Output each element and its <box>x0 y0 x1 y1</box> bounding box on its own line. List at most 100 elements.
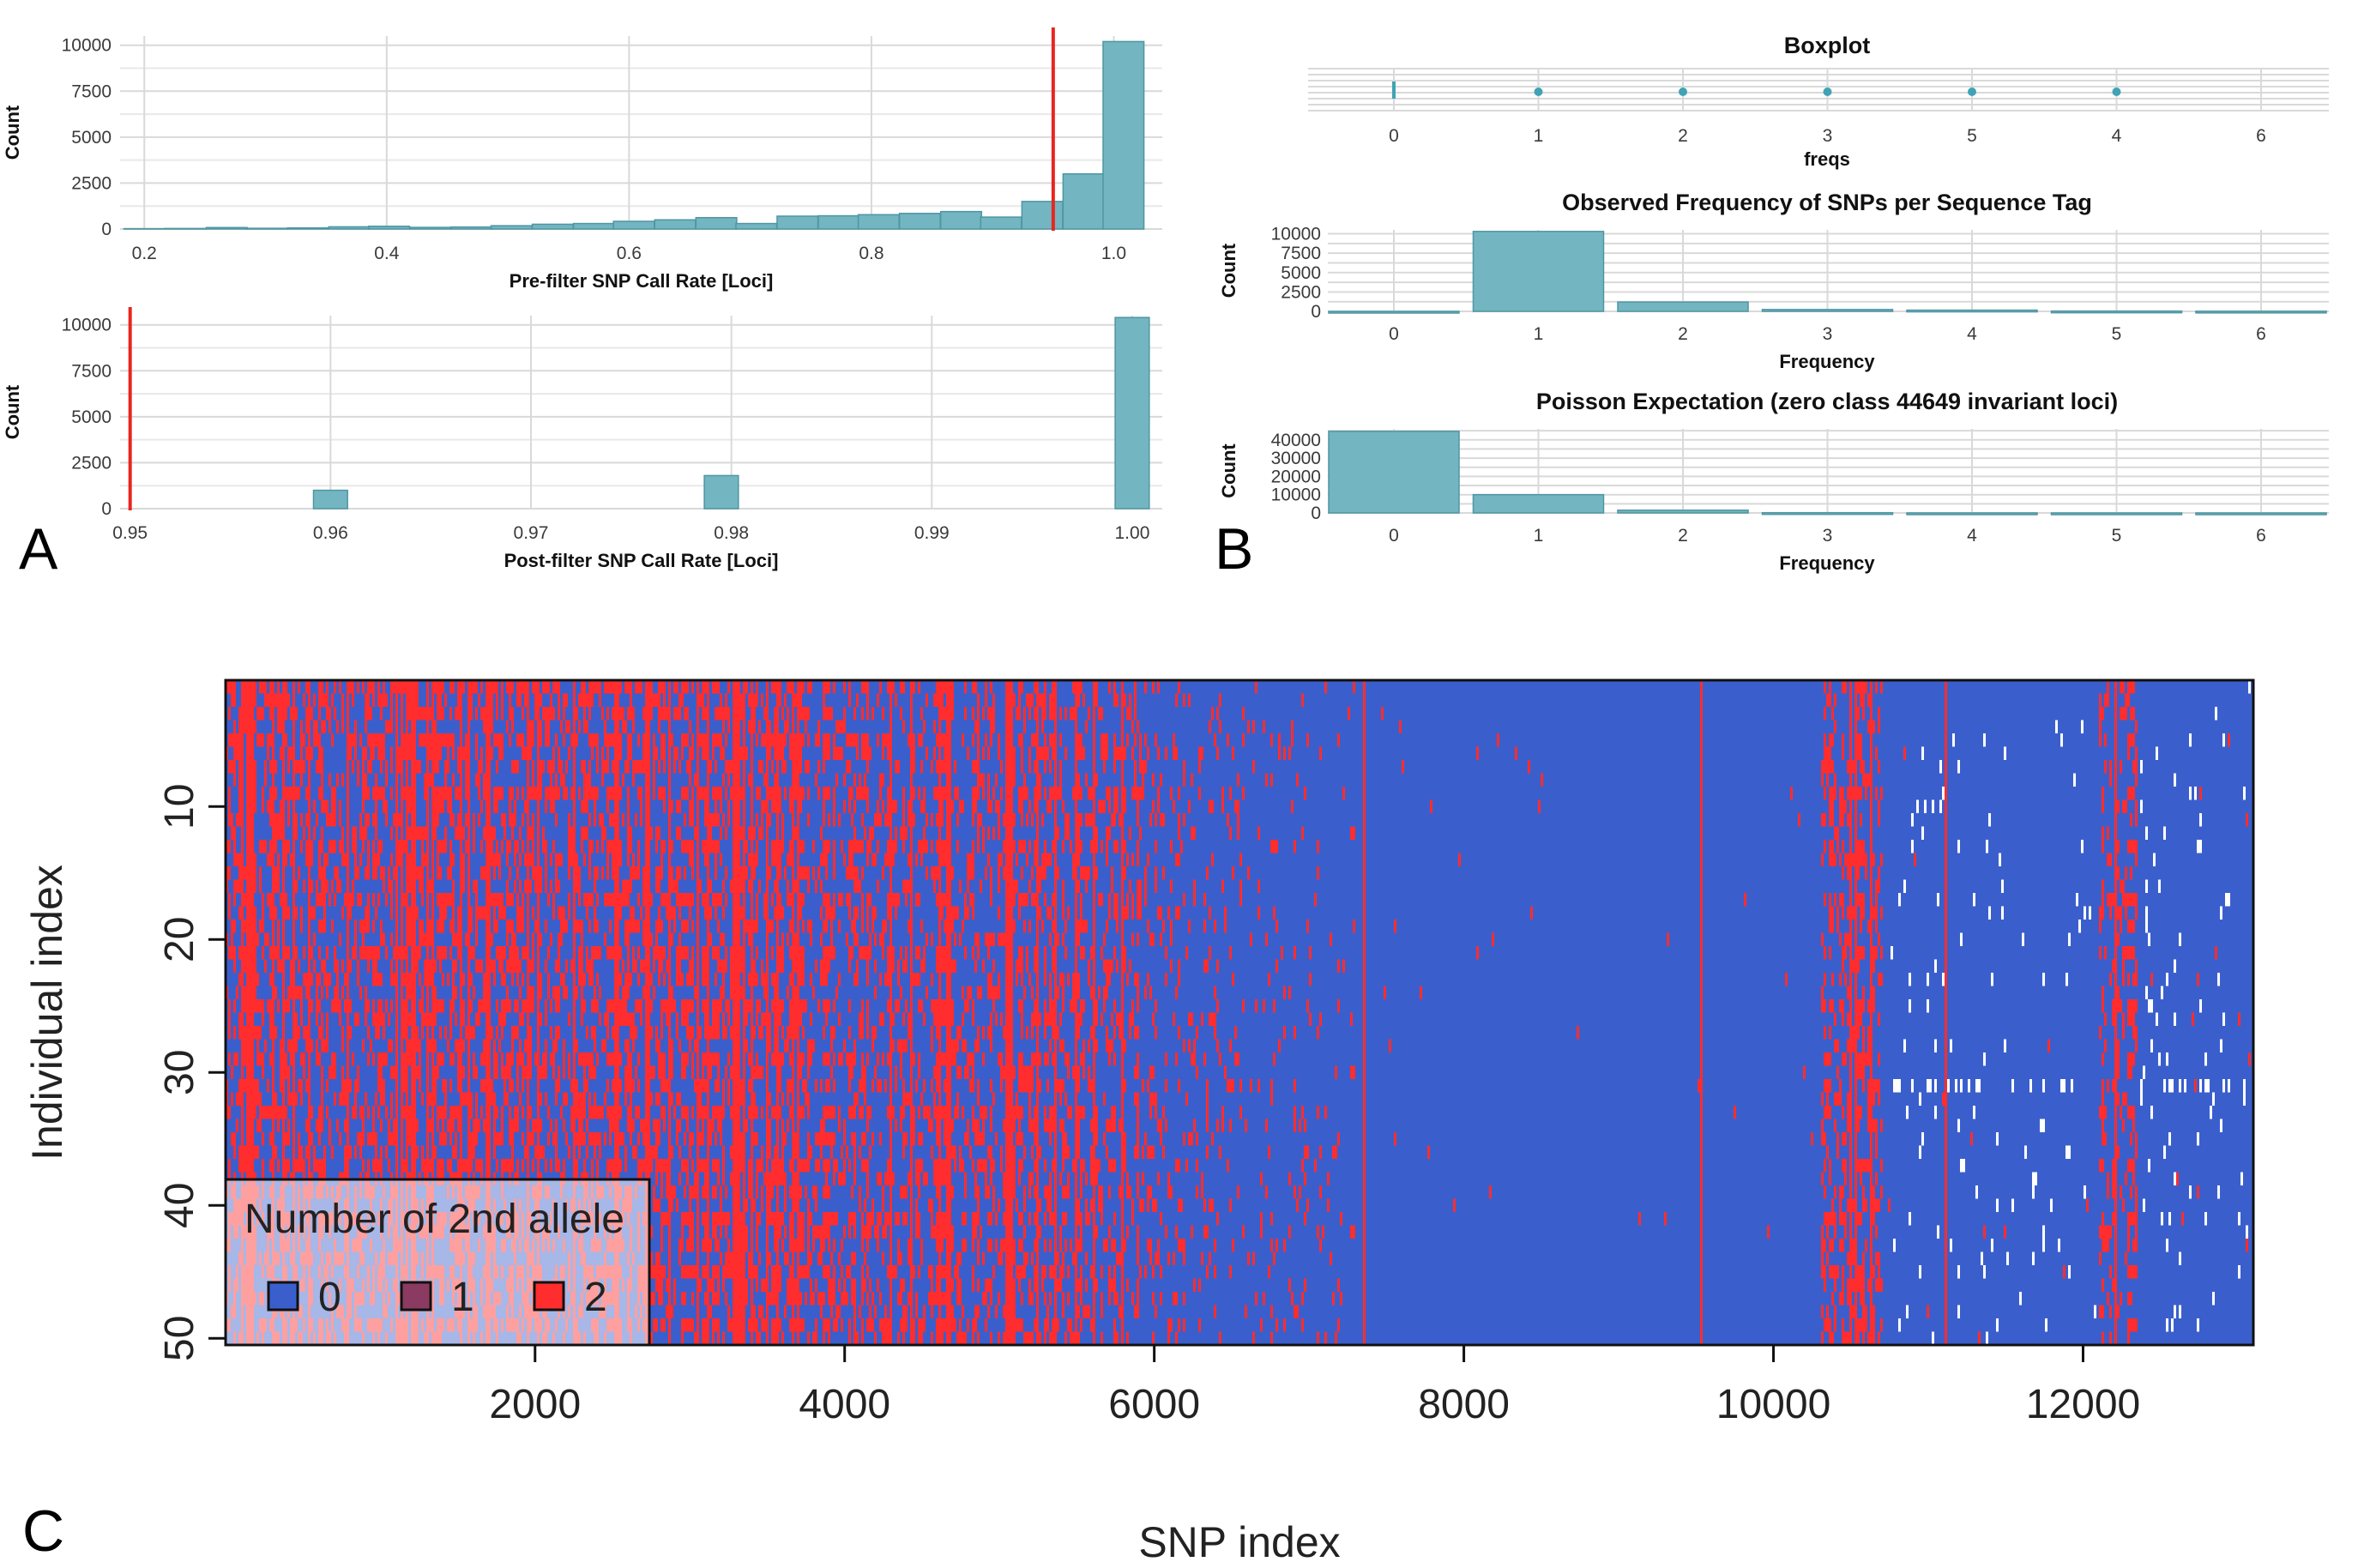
histogram-bar <box>572 222 615 230</box>
y-tick-label: 10000 <box>62 36 112 56</box>
panel-label-a: A <box>19 516 58 582</box>
y-tick-label: 2500 <box>71 453 112 473</box>
histogram-bar <box>857 214 900 230</box>
outlier-point <box>1679 87 1687 96</box>
x-tick-label: 4 <box>1967 526 1977 546</box>
y-tick-label: 0 <box>1311 504 1321 523</box>
x-axis-label: Frequency <box>1779 552 1875 574</box>
legend: Number of 2nd allele 0 1 2 <box>224 1178 651 1347</box>
legend-label-0: 0 <box>318 1275 341 1320</box>
histogram-bar <box>328 226 371 230</box>
histogram-bar <box>939 210 983 230</box>
x-tick-label: 6 <box>2256 126 2266 146</box>
x-axis-label: freqs <box>1804 148 1850 170</box>
histogram-bar <box>735 222 778 230</box>
x-tick-label: 0.4 <box>374 244 400 263</box>
panel-b-observed-frequency: Observed Frequency of SNPs per Sequence … <box>1218 190 2329 372</box>
bar-5 <box>2050 310 2183 314</box>
histogram-bar <box>490 225 533 230</box>
x-tick-label: 1.0 <box>1101 244 1126 263</box>
histogram-bar <box>1062 172 1105 230</box>
bar-4 <box>1906 309 2038 313</box>
y-tick-label: 5000 <box>71 407 112 427</box>
x-tick-label: 12000 <box>2026 1382 2140 1427</box>
x-tick-label: 0 <box>1389 126 1399 146</box>
x-axis-label: Pre-filter SNP Call Rate [Loci] <box>510 270 774 292</box>
histogram-bar <box>1114 317 1150 510</box>
x-tick-label: 5 <box>2112 324 2122 344</box>
x-tick-label: 4 <box>2112 126 2122 146</box>
x-tick-label: 4 <box>1967 324 1977 344</box>
legend-swatch-2 <box>533 1281 565 1312</box>
bar-2 <box>1617 510 1749 514</box>
x-tick-label: 2 <box>1678 126 1688 146</box>
y-tick-label: 0 <box>1311 302 1321 322</box>
y-tick-label: 2500 <box>1281 282 1321 302</box>
y-axis-label: Count <box>2 105 23 160</box>
x-tick-label: 0.2 <box>132 244 157 263</box>
histogram-bar <box>450 226 493 230</box>
x-tick-label: 6 <box>2256 526 2266 546</box>
histogram-bar <box>695 216 738 230</box>
y-axis-label: Count <box>2 384 23 439</box>
y-tick-label: 0 <box>101 499 112 519</box>
x-tick-label: 3 <box>1823 324 1833 344</box>
legend-swatch-1 <box>400 1281 432 1312</box>
outlier-point <box>1968 87 1976 96</box>
y-tick-label: 10000 <box>1271 225 1321 244</box>
panel-c-heatmap: 2000 4000 6000 8000 10000 120001020304050SNP … <box>23 678 2255 1566</box>
bar-1 <box>1472 231 1605 312</box>
chart-title: Poisson Expectation (zero class 44649 in… <box>1536 389 2118 414</box>
histogram-bar <box>409 226 452 230</box>
y-tick-label: 5000 <box>1281 263 1321 283</box>
bar-3 <box>1761 511 1894 516</box>
y-tick-label: 2500 <box>71 173 112 193</box>
histogram-bar <box>286 226 329 230</box>
y-axis-label: Count <box>1218 243 1239 298</box>
y-tick-label: 7500 <box>71 361 112 381</box>
legend-swatch-0 <box>267 1281 299 1312</box>
y-tick-label: 30000 <box>1271 449 1321 468</box>
outlier-point <box>1823 87 1832 96</box>
histogram-bar <box>245 227 288 230</box>
chart-title: Boxplot <box>1784 33 1871 58</box>
bar-3 <box>1761 309 1894 312</box>
histogram-bar <box>898 213 941 230</box>
panel-a-histogram-prefilter: 0 2500 5000 7500 10000 0.2 0.4 0.6 0.8 1.0 Pre-fil… <box>2 27 1162 292</box>
legend-label-1: 1 <box>451 1275 474 1320</box>
y-tick-label: 7500 <box>1281 244 1321 263</box>
histogram-bar <box>654 219 697 230</box>
bar-0 <box>1328 431 1460 514</box>
histogram-bar <box>368 226 411 230</box>
x-tick-label: 3 <box>1823 526 1833 546</box>
y-tick-label: 50 <box>157 1316 202 1361</box>
histogram-bar <box>980 216 1022 230</box>
legend-title: Number of 2nd allele <box>244 1197 624 1242</box>
panel-a-histogram-postfilter: 0 2500 5000 7500 10000 0.95 0.96 0.97 0.98 0.99 1.… <box>2 307 1162 571</box>
y-tick-label: 7500 <box>71 81 112 101</box>
y-tick-label: 30 <box>157 1050 202 1095</box>
x-tick-label: 3 <box>1823 126 1833 146</box>
x-tick-label: 6000 <box>1108 1382 1200 1427</box>
bar-5 <box>2050 512 2183 516</box>
outlier-point <box>2112 87 2121 96</box>
x-tick-label: 2 <box>1678 324 1688 344</box>
outlier-point <box>1534 87 1543 96</box>
y-tick-label: 40 <box>157 1183 202 1228</box>
x-tick-label: 0.99 <box>914 523 950 543</box>
y-tick-label: 20000 <box>1271 467 1321 486</box>
x-tick-label: 5 <box>2112 526 2122 546</box>
panel-label-c: C <box>22 1499 64 1564</box>
x-axis-label: SNP index <box>1138 1518 1340 1566</box>
y-tick-label: 20 <box>157 917 202 962</box>
x-tick-label: 0.98 <box>714 523 749 543</box>
histogram-bar <box>776 215 819 230</box>
x-tick-label: 0.97 <box>514 523 549 543</box>
bar-4 <box>1906 512 2038 516</box>
x-tick-label: 10000 <box>1716 1382 1830 1427</box>
x-tick-label: 1 <box>1534 126 1544 146</box>
y-tick-label: 10000 <box>62 316 112 335</box>
histogram-bar <box>703 474 739 510</box>
chart-title: Observed Frequency of SNPs per Sequence … <box>1562 190 2092 215</box>
